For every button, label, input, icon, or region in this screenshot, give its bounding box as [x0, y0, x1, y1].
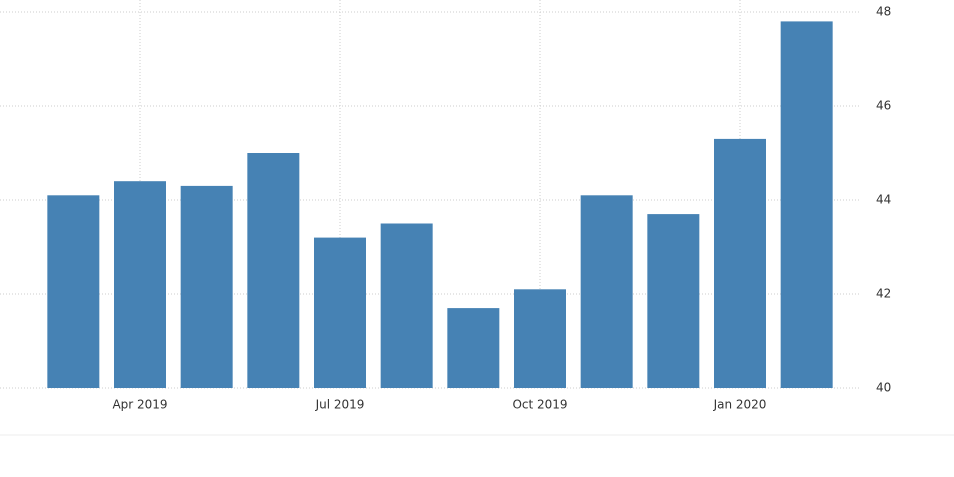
bar	[380, 223, 433, 388]
y-tick-label: 40	[876, 381, 891, 395]
y-tick-label: 44	[876, 193, 891, 207]
bar	[47, 195, 100, 388]
bar	[714, 138, 766, 388]
bar	[447, 308, 500, 388]
y-tick-label: 48	[876, 5, 891, 19]
bar	[314, 237, 366, 388]
bar	[114, 181, 166, 388]
bar	[247, 153, 300, 388]
bar	[180, 185, 233, 388]
bar	[647, 214, 700, 388]
bar	[780, 21, 833, 389]
y-tick-label: 42	[876, 287, 891, 301]
x-tick-label: Jul 2019	[315, 398, 365, 412]
x-tick-label: Apr 2019	[112, 398, 167, 412]
bar	[514, 289, 566, 388]
bar	[580, 195, 633, 388]
y-tick-label: 46	[876, 99, 891, 113]
x-tick-label: Oct 2019	[512, 398, 567, 412]
x-tick-label: Jan 2020	[713, 398, 767, 412]
